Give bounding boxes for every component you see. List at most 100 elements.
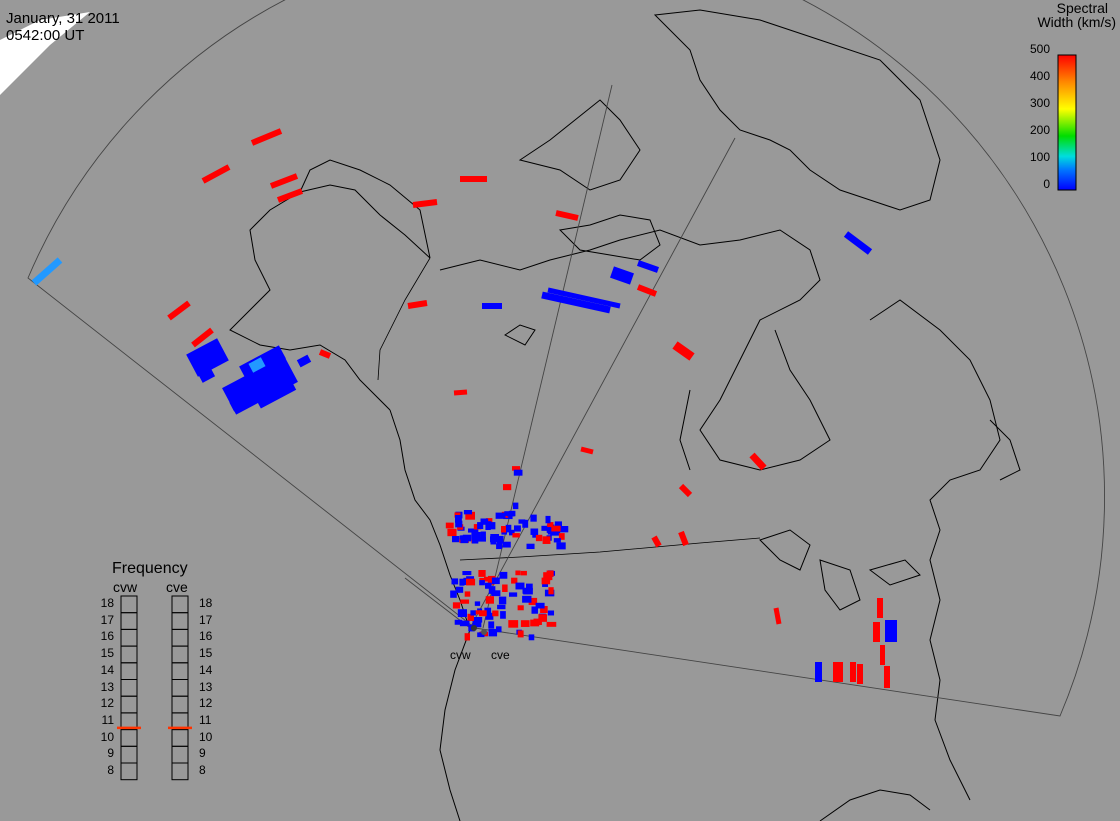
echo-cell	[450, 590, 457, 598]
echo-cell	[546, 621, 557, 627]
echo-cell	[447, 528, 457, 537]
echo-segment	[773, 607, 782, 625]
echo-cluster	[186, 338, 229, 377]
echoes	[31, 128, 897, 688]
echo-cluster	[229, 388, 261, 412]
echo-segment	[672, 341, 695, 361]
freq-tick-right: 18	[199, 596, 213, 610]
colorbar-title: Spectral	[1056, 0, 1108, 16]
echo-cell	[502, 541, 511, 548]
freq-tick-right: 12	[199, 696, 213, 711]
time-label: 0542:00 UT	[6, 27, 85, 44]
echo-cell	[528, 597, 538, 605]
echo-cell	[452, 602, 461, 609]
freq-tick-right: 15	[199, 646, 213, 661]
echo-cell	[485, 522, 496, 530]
echo-cell	[484, 607, 492, 616]
echo-cell	[547, 522, 554, 528]
echo-cell	[554, 521, 562, 528]
echo-cell	[474, 617, 483, 623]
echo-cell	[459, 578, 465, 586]
echo-segment	[31, 257, 63, 286]
echo-cell	[496, 535, 504, 544]
echo-segment	[541, 291, 611, 314]
echo-cell	[547, 529, 554, 535]
freq-cell-cvw	[120, 695, 138, 714]
echo-segment	[749, 452, 767, 471]
echo-cell	[535, 602, 545, 609]
echo-cell	[522, 595, 532, 603]
echo-cell	[455, 520, 463, 528]
freq-tick-right: 8	[199, 763, 206, 777]
echo-bar	[877, 598, 883, 618]
echo-cell	[513, 469, 523, 476]
echo-cell	[531, 606, 538, 614]
echo-cell	[485, 582, 492, 589]
echo-cell	[540, 606, 548, 614]
echo-cell	[542, 536, 551, 544]
echo-cell	[522, 519, 529, 528]
freq-tick-left: 16	[100, 629, 114, 644]
offmap-corner	[0, 12, 90, 95]
colorbar-tick: 0	[1043, 177, 1050, 191]
freq-tick-left: 14	[100, 662, 114, 677]
echo-cell	[553, 538, 561, 543]
colorbar-units: Width (km/s)	[1037, 14, 1116, 30]
freq-tick-left: 10	[100, 729, 114, 744]
echo-cell	[468, 528, 475, 533]
cve-site-marker	[481, 629, 487, 635]
freq-cell-cve	[171, 595, 189, 614]
echo-cell	[530, 528, 539, 535]
echo-cell	[511, 577, 518, 584]
echo-cell	[546, 524, 555, 532]
echo-cell	[484, 576, 493, 582]
echo-bar	[815, 662, 822, 682]
echo-cell	[517, 605, 524, 611]
echo-cell	[480, 531, 486, 539]
echo-cell	[507, 511, 515, 517]
echo-cell	[471, 532, 481, 540]
echo-cluster	[248, 357, 266, 373]
freq-tick-left: 17	[100, 612, 114, 627]
echo-cell	[500, 611, 506, 619]
radar-fov	[27, 0, 1105, 717]
echo-cell	[522, 587, 533, 594]
echo-segment	[191, 327, 214, 348]
echo-cell	[551, 525, 561, 532]
freq-cell-cvw	[120, 628, 138, 647]
freq-cell-cve	[171, 662, 189, 680]
echo-cell	[455, 586, 464, 593]
echo-cell	[478, 570, 486, 577]
freq-tick-right: 11	[199, 712, 212, 727]
echo-cell	[538, 614, 548, 622]
echo-cell	[452, 536, 460, 543]
echo-segment	[651, 535, 662, 548]
echo-cell	[445, 522, 454, 529]
echo-cell	[509, 592, 518, 597]
freq-cell-cvw	[120, 595, 138, 614]
echo-segment	[547, 287, 621, 309]
echo-cell	[547, 610, 555, 616]
echo-segment	[843, 231, 873, 255]
echo-cell	[466, 578, 476, 586]
echo-cell	[526, 583, 533, 591]
freq-tick-left: 9	[107, 746, 114, 761]
echo-cell	[528, 634, 535, 641]
freq-tick-right: 10	[199, 729, 213, 744]
echo-segment	[678, 530, 689, 547]
freq-cell-cve	[171, 729, 189, 747]
freq-cell-cve	[171, 645, 189, 664]
freq-cell-cvw	[120, 679, 138, 697]
echo-cell	[464, 591, 471, 597]
echo-segment	[555, 210, 579, 221]
colorbar-tick: 200	[1029, 123, 1050, 137]
echo-segment	[637, 260, 659, 273]
radar-label-cvw: cvw	[450, 648, 471, 662]
colorbar-tick: 100	[1029, 150, 1050, 164]
echo-cell	[530, 619, 540, 627]
echo-cell	[498, 596, 507, 605]
echo-cell	[517, 630, 524, 638]
echo-cell	[485, 596, 494, 604]
echo-cell	[512, 502, 519, 510]
